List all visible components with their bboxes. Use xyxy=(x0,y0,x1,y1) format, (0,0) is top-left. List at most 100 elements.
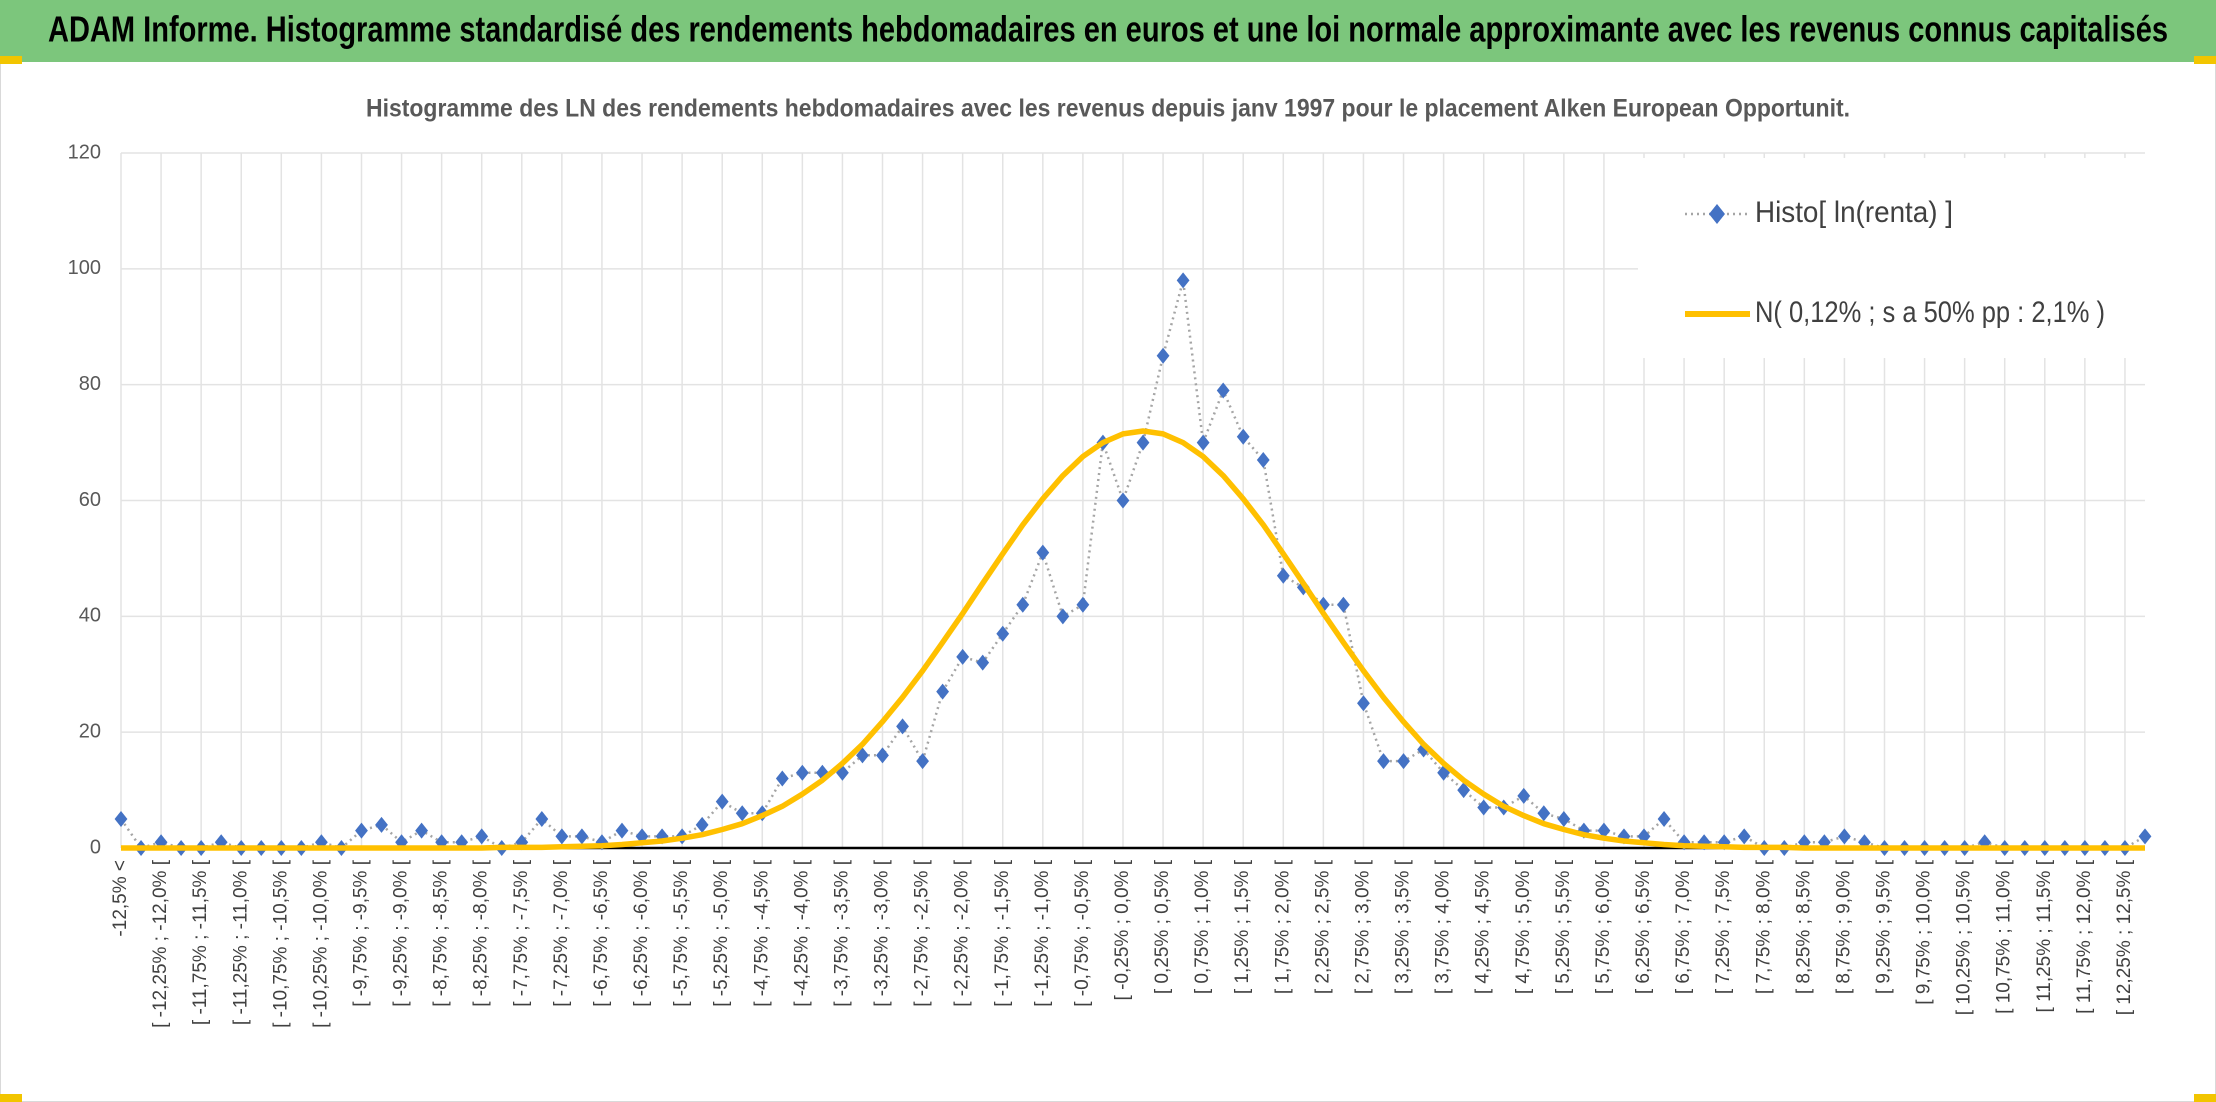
x-tick-label: [ -3,25% ; -3,0% [ xyxy=(872,859,893,1007)
marker xyxy=(435,834,449,851)
x-tick-label: [ -1,25% ; -1,0% [ xyxy=(1032,859,1053,1007)
x-tick-label: [ -10,75% ; -10,5% [ xyxy=(270,859,291,1028)
x-tick-label: [ -5,25% ; -5,0% [ xyxy=(711,859,732,1007)
x-tick-label: [ -4,75% ; -4,5% [ xyxy=(751,859,772,1007)
x-tick-label: [ 7,25% ; 7,5% [ xyxy=(1713,859,1734,994)
plot: -12,5% < [ -12,25% ; -12,0% [ [ -11,75% ; … xyxy=(68,141,2152,1028)
x-tick-label: [ 7,75% ; 8,0% [ xyxy=(1753,859,1774,994)
x-tick-label: [ 1,25% ; 1,5% [ xyxy=(1232,859,1253,994)
y-tick-label: 100 xyxy=(68,257,101,279)
x-tick-label: [ -2,25% ; -2,0% [ xyxy=(952,859,973,1007)
marker xyxy=(1457,782,1471,799)
x-tick-label: [ -0,25% ; 0,0% [ xyxy=(1112,859,1133,1000)
marker xyxy=(1136,434,1150,451)
y-tick-label: 40 xyxy=(79,605,101,627)
marker xyxy=(775,770,789,787)
x-tick-label: [ 6,25% ; 6,5% [ xyxy=(1633,859,1654,994)
x-tick-label: [ 4,25% ; 4,5% [ xyxy=(1473,859,1494,994)
x-tick-label: [ 6,75% ; 7,0% [ xyxy=(1673,859,1694,994)
marker xyxy=(415,822,428,839)
marker xyxy=(856,747,869,764)
marker xyxy=(1477,799,1491,816)
marker xyxy=(1337,596,1350,613)
marker xyxy=(1417,741,1430,758)
legend-box xyxy=(1638,158,2148,358)
marker xyxy=(1076,596,1090,613)
marker xyxy=(936,683,950,700)
x-tick-label: [ -7,25% ; -7,0% [ xyxy=(551,859,572,1007)
marker xyxy=(1196,434,1210,451)
marker xyxy=(715,793,729,810)
marker xyxy=(2138,828,2152,845)
x-tick-label: [ -8,25% ; -8,0% [ xyxy=(471,859,492,1007)
x-tick-label: [ -11,75% ; -11,5% [ xyxy=(190,859,211,1025)
marker xyxy=(1236,428,1250,445)
marker xyxy=(355,822,368,839)
x-tick-label: [ 10,75% ; 11,0% [ xyxy=(1994,859,2015,1014)
marker xyxy=(475,828,489,845)
x-tick-label: -12,5% < xyxy=(110,860,131,937)
x-tick-label: [ -10,25% ; -10,0% [ xyxy=(310,859,331,1028)
marker xyxy=(1817,834,1831,851)
banner-title: ADAM Informe. Histogramme standardisé de… xyxy=(48,9,2168,50)
marker xyxy=(114,811,128,828)
marker xyxy=(575,828,589,845)
x-tick-label: [ 11,25% ; 11,5% [ xyxy=(2034,859,2055,1012)
marker xyxy=(876,747,889,764)
x-tick-label: [ -2,75% ; -2,5% [ xyxy=(912,859,933,1007)
x-tick-label: [ -5,75% ; -5,5% [ xyxy=(671,859,692,1007)
marker xyxy=(1717,834,1731,851)
x-tick-label: [ 0,75% ; 1,0% [ xyxy=(1192,859,1213,994)
x-tick-label: [ -6,75% ; -6,5% [ xyxy=(591,859,612,1007)
marker xyxy=(1256,451,1270,468)
marker xyxy=(615,822,629,839)
x-tick-label: [ 3,75% ; 4,0% [ xyxy=(1433,859,1454,994)
x-tick-label: [ 11,75% ; 12,0% [ xyxy=(2074,859,2095,1014)
marker xyxy=(976,654,990,671)
marker xyxy=(916,753,929,770)
marker xyxy=(1176,272,1190,289)
y-tick-label: 20 xyxy=(79,720,101,742)
x-tick-label: [ 4,75% ; 5,0% [ xyxy=(1513,859,1534,994)
x-tick-label: [ -8,75% ; -8,5% [ xyxy=(431,859,452,1007)
y-tick-label: 80 xyxy=(79,373,101,395)
marker xyxy=(375,816,388,833)
corner xyxy=(0,56,22,64)
legend-label: Histo[ ln(renta) ] xyxy=(1755,196,1953,229)
x-tick-label: [ -9,75% ; -9,5% [ xyxy=(350,859,371,1007)
x-tick-label: [ 8,25% ; 8,5% [ xyxy=(1793,859,1814,994)
marker xyxy=(1156,347,1170,364)
banner xyxy=(0,0,2216,62)
x-tick-label: [ -6,25% ; -6,0% [ xyxy=(631,859,652,1007)
marker xyxy=(996,625,1010,642)
marker xyxy=(1116,492,1130,509)
marker xyxy=(1216,382,1230,399)
marker xyxy=(795,764,809,781)
marker xyxy=(1016,596,1030,613)
x-tick-label: [ 2,25% ; 2,5% [ xyxy=(1312,859,1333,994)
marker xyxy=(1397,753,1410,770)
x-tick-label: [ -3,75% ; -3,5% [ xyxy=(831,859,852,1007)
corner xyxy=(0,1094,22,1102)
marker xyxy=(1737,828,1751,845)
x-tick-label: [ 9,25% ; 9,5% [ xyxy=(1874,859,1895,994)
marker xyxy=(1377,753,1390,770)
marker xyxy=(1838,828,1851,845)
legend-label: N( 0,12% ; s a 50% pp : 2,1% ) xyxy=(1755,296,2105,329)
x-tick-label: [ 5,25% ; 5,5% [ xyxy=(1553,859,1574,994)
chart-title: Histogramme des LN des rendements hebdom… xyxy=(366,95,1850,123)
x-tick-label: [ 5,75% ; 6,0% [ xyxy=(1593,859,1614,994)
legend-swatch xyxy=(1709,204,1725,224)
x-tick-label: [ 1,75% ; 2,0% [ xyxy=(1272,859,1293,994)
marker xyxy=(1357,695,1370,712)
x-tick-label: [ -7,75% ; -7,5% [ xyxy=(511,859,532,1007)
marker xyxy=(896,718,909,735)
marker xyxy=(1597,822,1611,839)
x-tick-label: [ -0,75% ; -0,5% [ xyxy=(1072,859,1093,1007)
y-tick-label: 0 xyxy=(90,836,101,858)
x-tick-label: [ -11,25% ; -11,0% [ xyxy=(230,859,251,1025)
y-tick-label: 120 xyxy=(68,141,101,163)
x-tick-label: [ 10,25% ; 10,5% [ xyxy=(1954,859,1975,1015)
marker xyxy=(535,811,549,828)
x-tick-label: [ -12,25% ; -12,0% [ xyxy=(150,859,171,1028)
